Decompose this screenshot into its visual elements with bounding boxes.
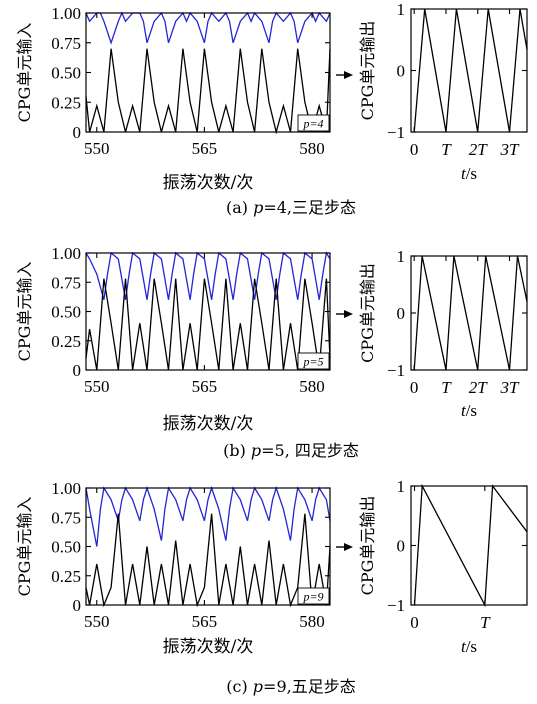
- panel-caption-rest: =9,五足步态: [263, 677, 356, 696]
- panel-caption-var: p: [251, 441, 261, 460]
- input-y-axis-title: CPG单元输入: [15, 23, 34, 123]
- output-series-line: [413, 483, 528, 608]
- panel-caption-prefix: (a): [226, 198, 253, 217]
- input-y-tick-label: 0.50: [51, 64, 81, 83]
- panel-caption: (b) p=5, 四足步态: [223, 441, 359, 460]
- chart-panel-c: 0 0.25 0.50 0.75 1.00 550 565 580 p=9 CPG单元输入振荡次数…: [15, 477, 528, 696]
- output-x-axis-var: t: [461, 637, 467, 656]
- input-y-tick-label: 1.00: [51, 4, 81, 23]
- input-y-tick-label: 0.50: [51, 538, 81, 557]
- output-x-axis-title: t/s: [461, 401, 477, 420]
- input-y-tick-label: 0.25: [51, 567, 81, 586]
- output-x-tick-label: T: [441, 378, 452, 397]
- output-x-tick-label: 0: [410, 613, 419, 632]
- output-x-axis-title: t/s: [461, 164, 477, 183]
- output-x-tick-label: 3T: [500, 378, 521, 397]
- output-series-line: [413, 255, 528, 371]
- panel-caption-var: p: [253, 677, 263, 696]
- period-label-box: [297, 587, 330, 605]
- output-x-axis-unit: /s: [466, 401, 477, 420]
- output-x-axis-title: t/s: [461, 637, 477, 656]
- input-y-tick-label: 0.75: [51, 273, 81, 292]
- chart-panel-a: 0 0.25 0.50 0.75 1.00 550 565 580 p=4 CPG单元输入振荡次数…: [15, 0, 528, 217]
- period-label: p=4: [302, 117, 323, 131]
- output-x-axis-unit: /s: [466, 637, 477, 656]
- output-y-tick-label: 1: [397, 477, 406, 496]
- output-x-tick-label: 3T: [500, 140, 521, 159]
- period-label: p=9: [302, 590, 323, 604]
- output-x-tick-label: T: [480, 613, 491, 632]
- input-series-upper-line: [85, 485, 331, 547]
- output-y-axis-title: CPG单元输出: [358, 263, 377, 363]
- input-x-tick-label: 580: [299, 612, 325, 631]
- input-x-axis-title: 振荡次数/次: [163, 637, 254, 657]
- output-x-tick-label: T: [441, 140, 452, 159]
- input-series-upper-line: [85, 251, 331, 300]
- input-y-tick-label: 0: [73, 596, 82, 615]
- output-y-tick-label: 1: [397, 0, 406, 19]
- output-series-line: [413, 8, 528, 133]
- input-x-tick-label: 550: [84, 139, 110, 158]
- output-y-tick-label: 0: [397, 304, 406, 323]
- input-y-tick-label: 0.25: [51, 93, 81, 112]
- period-label: p=5: [302, 355, 323, 369]
- input-y-tick-label: 0.75: [51, 508, 81, 527]
- output-x-tick-label: 2T: [469, 140, 489, 159]
- output-plot-frame: [410, 485, 528, 606]
- chart-panel-b: 0 0.25 0.50 0.75 1.00 550 565 580 p=5 CPG单元输入振荡次数…: [15, 244, 528, 460]
- mapping-arrow-head: [344, 310, 353, 318]
- input-y-axis-title: CPG单元输入: [15, 497, 34, 597]
- period-label-box: [297, 114, 330, 132]
- input-y-tick-label: 0: [73, 123, 82, 142]
- input-series-lower-line: [85, 48, 331, 135]
- input-series-lower-line: [85, 278, 331, 371]
- panel-caption-var: p: [253, 198, 263, 217]
- output-y-axis-title: CPG单元输出: [358, 21, 377, 121]
- output-x-tick-label: 2T: [469, 378, 489, 397]
- output-x-axis-var: t: [461, 164, 467, 183]
- input-y-tick-label: 0: [73, 361, 82, 380]
- output-y-tick-label: −1: [387, 596, 405, 615]
- input-y-axis-title: CPG单元输入: [15, 262, 34, 362]
- input-x-tick-label: 565: [192, 139, 218, 158]
- output-y-tick-label: −1: [387, 361, 405, 380]
- input-y-tick-label: 1.00: [51, 479, 81, 498]
- output-y-tick-label: 0: [397, 537, 406, 556]
- panel-caption: (c) p=9,五足步态: [226, 677, 355, 696]
- mapping-arrow-head: [344, 543, 353, 551]
- input-x-axis-title: 振荡次数/次: [163, 414, 254, 434]
- output-x-axis-unit: /s: [466, 164, 477, 183]
- input-x-tick-label: 550: [84, 612, 110, 631]
- output-y-tick-label: 0: [397, 62, 406, 81]
- input-x-tick-label: 580: [299, 377, 325, 396]
- output-x-tick-label: 0: [410, 140, 419, 159]
- input-series-upper-line: [85, 11, 331, 45]
- input-y-tick-label: 0.25: [51, 332, 81, 351]
- period-label-box: [297, 352, 330, 370]
- input-y-tick-label: 1.00: [51, 244, 81, 263]
- input-x-tick-label: 580: [299, 139, 325, 158]
- panel-caption-rest: =5, 四足步态: [261, 441, 359, 460]
- input-series-lower-line: [85, 513, 331, 608]
- input-y-tick-label: 0.75: [51, 34, 81, 53]
- input-x-tick-label: 565: [192, 612, 218, 631]
- mapping-arrow-head: [344, 71, 353, 79]
- input-x-axis-title: 振荡次数/次: [163, 173, 254, 193]
- output-x-tick-label: 0: [410, 378, 419, 397]
- output-y-axis-title: CPG单元输出: [358, 496, 377, 596]
- output-x-axis-var: t: [461, 401, 467, 420]
- output-y-tick-label: 1: [397, 247, 406, 266]
- panel-caption-rest: =4,三足步态: [263, 198, 356, 217]
- panel-caption: (a) p=4,三足步态: [226, 198, 356, 217]
- input-y-tick-label: 0.50: [51, 303, 81, 322]
- output-plot-frame: [410, 255, 528, 371]
- panel-caption-prefix: (c): [226, 677, 253, 696]
- panel-caption-prefix: (b): [223, 441, 251, 460]
- input-x-tick-label: 565: [192, 377, 218, 396]
- output-y-tick-label: −1: [387, 123, 405, 142]
- input-x-tick-label: 550: [84, 377, 110, 396]
